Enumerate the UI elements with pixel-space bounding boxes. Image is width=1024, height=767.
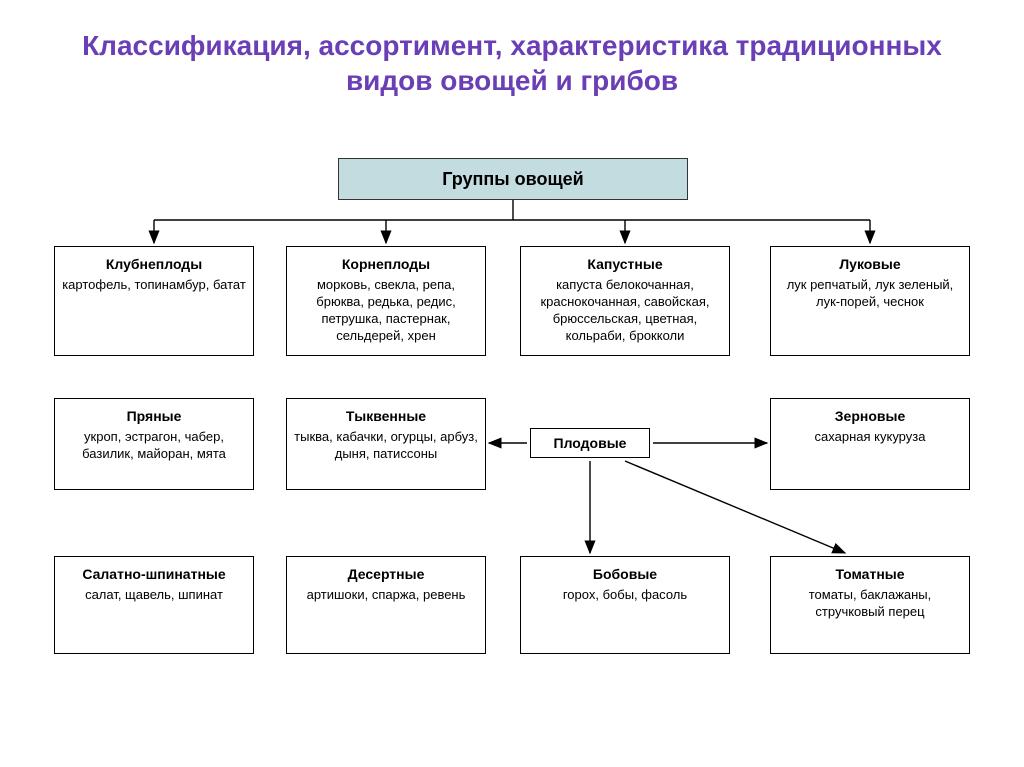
node-salatno: Салатно-шпинатные салат, щавель, шпинат — [54, 556, 254, 654]
node-title: Десертные — [293, 565, 479, 583]
node-bobovye: Бобовые горох, бобы, фасоль — [520, 556, 730, 654]
node-title: Корнеплоды — [293, 255, 479, 273]
node-text: салат, щавель, шпинат — [85, 587, 223, 602]
node-plodovye: Плодовые — [530, 428, 650, 458]
node-title: Тыквенные — [293, 407, 479, 425]
node-text: лук репчатый, лук зеленый, лук-порей, че… — [787, 277, 954, 309]
node-text: тыква, кабачки, огурцы, арбуз, дыня, пат… — [294, 429, 478, 461]
node-text: капуста белокочанная, краснокочанная, са… — [540, 277, 709, 343]
node-text: артишоки, спаржа, ревень — [307, 587, 466, 602]
node-tomatnye: Томатные томаты, баклажаны, стручковый п… — [770, 556, 970, 654]
node-title: Зерновые — [777, 407, 963, 425]
node-title: Капустные — [527, 255, 723, 273]
node-title: Пряные — [61, 407, 247, 425]
node-title: Клубнеплоды — [61, 255, 247, 273]
node-text: горох, бобы, фасоль — [563, 587, 687, 602]
node-tykvennye: Тыквенные тыква, кабачки, огурцы, арбуз,… — [286, 398, 486, 490]
node-text: укроп, эстрагон, чабер, базилик, майоран… — [82, 429, 226, 461]
node-text: картофель, топинамбур, батат — [62, 277, 246, 292]
node-pryanye: Пряные укроп, эстрагон, чабер, базилик, … — [54, 398, 254, 490]
root-node: Группы овощей — [338, 158, 688, 200]
node-title: Томатные — [777, 565, 963, 583]
node-desertnye: Десертные артишоки, спаржа, ревень — [286, 556, 486, 654]
node-zernovye: Зерновые сахарная кукуруза — [770, 398, 970, 490]
node-kapustnye: Капустные капуста белокочанная, красноко… — [520, 246, 730, 356]
node-lukovye: Луковые лук репчатый, лук зеленый, лук-п… — [770, 246, 970, 356]
node-text: морковь, свекла, репа, брюква, редька, р… — [316, 277, 455, 343]
node-text: сахарная кукуруза — [815, 429, 926, 444]
node-title: Салатно-шпинатные — [61, 565, 247, 583]
node-korneplody: Корнеплоды морковь, свекла, репа, брюква… — [286, 246, 486, 356]
node-klubneplody: Клубнеплоды картофель, топинамбур, батат — [54, 246, 254, 356]
page-title: Классификация, ассортимент, характеристи… — [0, 0, 1024, 108]
node-title: Бобовые — [527, 565, 723, 583]
node-title: Луковые — [777, 255, 963, 273]
node-text: томаты, баклажаны, стручковый перец — [809, 587, 932, 619]
